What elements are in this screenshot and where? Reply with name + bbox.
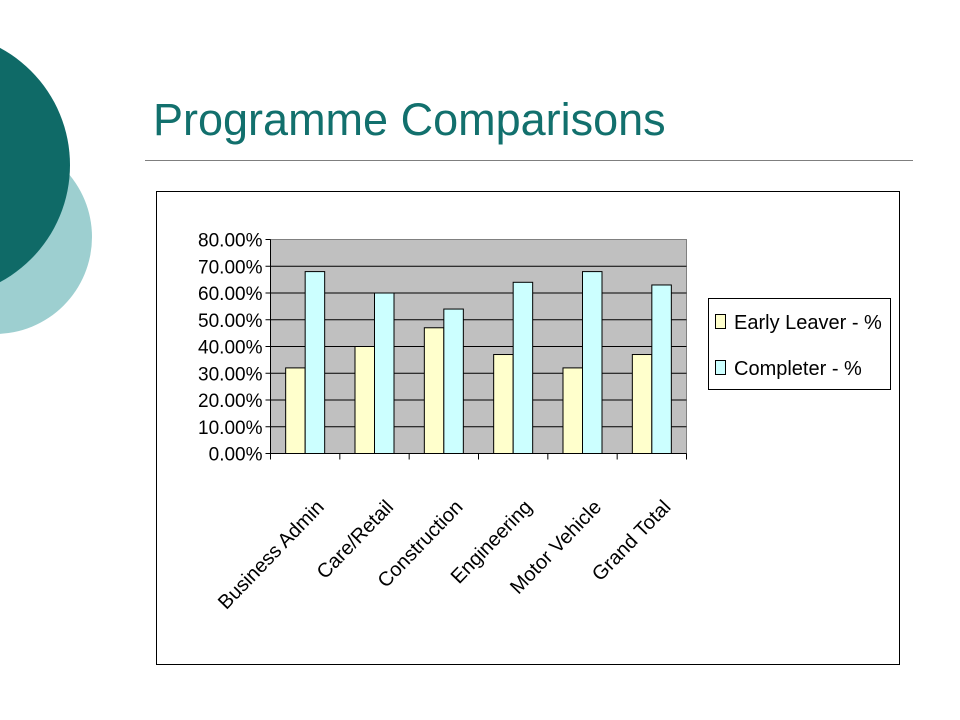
legend-label: Early Leaver - % xyxy=(734,312,882,334)
y-tick-label: 80.00% xyxy=(198,231,263,252)
legend: Early Leaver - % Completer - % xyxy=(708,298,891,390)
axes xyxy=(265,239,687,460)
bar-completer xyxy=(582,271,603,454)
bar-early-leaver xyxy=(423,327,445,454)
y-tick-labels: 0.00% 10.00% 20.00% 30.00% 40.00% 50.00% 60.00… xyxy=(198,231,263,466)
y-tick-label: 30.00% xyxy=(198,364,263,385)
bar-completer xyxy=(443,308,464,454)
y-tick-label: 20.00% xyxy=(198,391,263,412)
y-tick-label: 60.00% xyxy=(198,284,263,305)
y-tick-label: 70.00% xyxy=(198,257,263,278)
bar-early-leaver xyxy=(493,354,514,454)
bar-completer xyxy=(374,292,395,454)
bar-completer xyxy=(512,281,534,454)
bar-early-leaver xyxy=(562,367,583,454)
legend-swatch xyxy=(715,314,726,329)
gridlines xyxy=(270,265,687,428)
bar-completer xyxy=(651,284,672,454)
title-divider xyxy=(145,160,913,161)
bar-early-leaver xyxy=(631,354,653,454)
y-tick-label: 0.00% xyxy=(209,445,263,466)
bar-early-leaver xyxy=(354,346,375,454)
legend-box xyxy=(708,298,891,390)
y-tick-label: 40.00% xyxy=(198,338,263,359)
y-tick-label: 50.00% xyxy=(198,311,263,332)
bar-completer xyxy=(304,271,326,454)
bars xyxy=(285,271,672,454)
bar-early-leaver xyxy=(285,367,306,454)
legend-swatch xyxy=(715,360,726,375)
decor-circle-dark xyxy=(0,47,70,283)
slide-title: Programme Comparisons xyxy=(153,94,666,145)
y-tick-label: 10.00% xyxy=(198,418,263,439)
legend-label: Completer - % xyxy=(734,358,862,380)
